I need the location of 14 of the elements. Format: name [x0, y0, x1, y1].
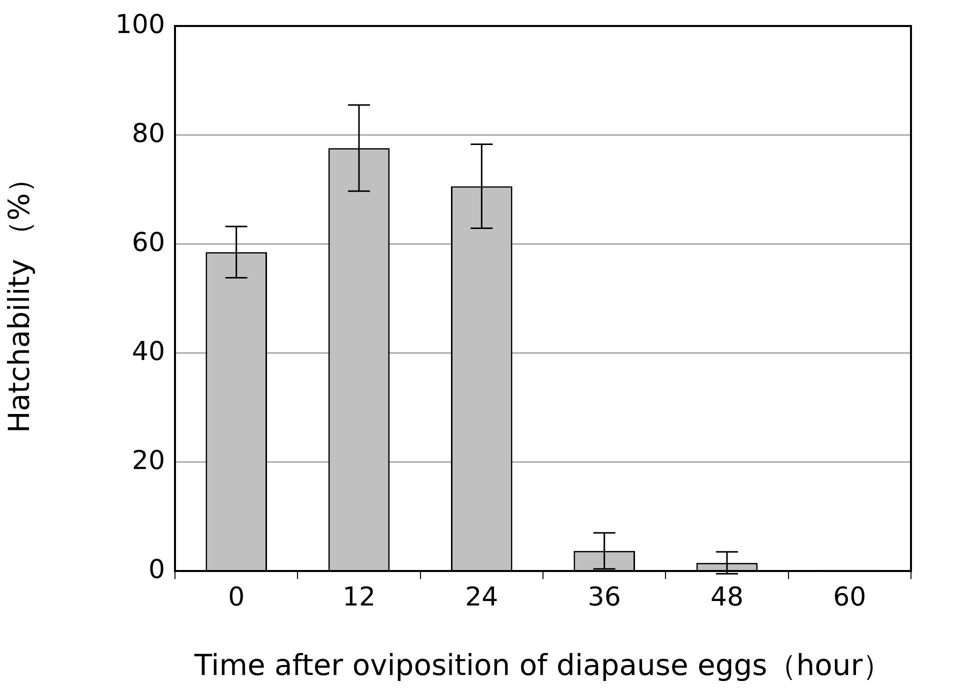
- x-tick-label: 0: [228, 582, 245, 612]
- y-axis-title: Hatchability （%）: [2, 164, 36, 433]
- x-tick-label: 36: [588, 582, 621, 612]
- y-tick-label: 20: [132, 446, 165, 476]
- y-tick-label: 100: [115, 10, 165, 40]
- x-tick-label: 60: [833, 582, 866, 612]
- y-tick-label: 80: [132, 118, 165, 149]
- x-axis-title: Time after oviposition of diapause eggs（hour）: [193, 648, 892, 682]
- x-tick-label: 48: [710, 582, 744, 612]
- x-tick-label: 24: [465, 582, 498, 612]
- x-tick-label: 12: [342, 582, 376, 612]
- y-tick-label: 40: [132, 336, 165, 367]
- y-tick-label: 60: [132, 228, 165, 258]
- y-tick-label: 0: [148, 554, 165, 585]
